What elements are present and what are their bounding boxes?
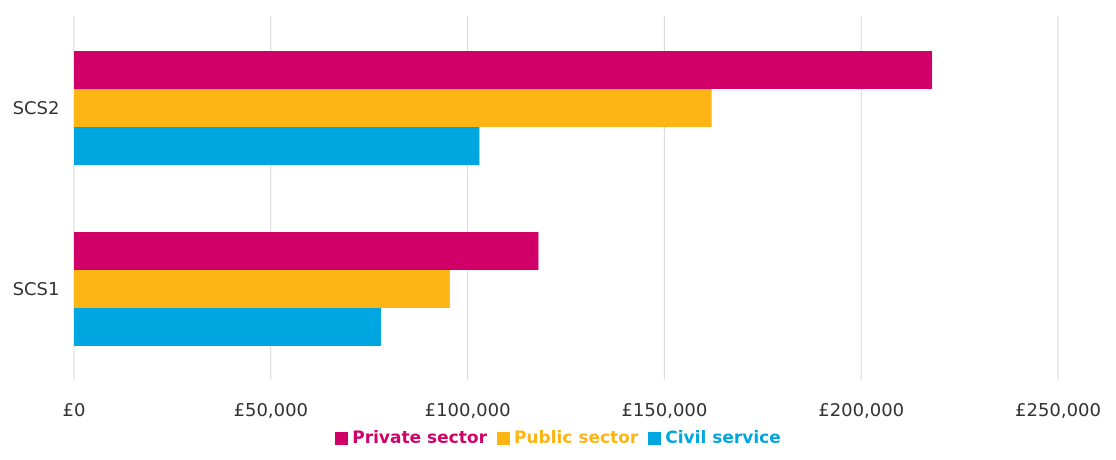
legend-item: Private sector bbox=[335, 428, 487, 448]
legend-label: Private sector bbox=[352, 428, 487, 448]
bar-private-sector bbox=[74, 51, 933, 89]
legend-swatch bbox=[648, 431, 662, 445]
bar-chart-svg: £0 £50,000 £100,000 £150,000 £200,000 £250,00… bbox=[13, 16, 1101, 421]
category-label: SCS2 bbox=[13, 98, 60, 119]
legend: Private sector Public sector Civil service bbox=[0, 428, 1116, 448]
x-tick-label: £150,000 bbox=[621, 400, 707, 421]
x-tick-label: £100,000 bbox=[425, 400, 511, 421]
legend-label: Civil service bbox=[665, 428, 781, 448]
x-tick-label: £250,000 bbox=[1015, 400, 1101, 421]
bar-civil-service bbox=[74, 127, 480, 165]
legend-label: Public sector bbox=[513, 428, 639, 448]
legend-swatch bbox=[496, 431, 510, 445]
x-tick-label: £50,000 bbox=[234, 400, 308, 421]
bar-public-sector bbox=[74, 89, 712, 127]
x-tick-label: £200,000 bbox=[818, 400, 904, 421]
legend-item: Public sector bbox=[496, 428, 639, 448]
bar-civil-service bbox=[74, 308, 382, 346]
x-tick-label: £0 bbox=[63, 400, 86, 421]
legend-item: Civil service bbox=[648, 428, 781, 448]
bar-public-sector bbox=[74, 270, 450, 308]
category-label: SCS1 bbox=[13, 279, 60, 300]
bar-private-sector bbox=[74, 232, 539, 270]
legend-swatch bbox=[335, 431, 349, 445]
